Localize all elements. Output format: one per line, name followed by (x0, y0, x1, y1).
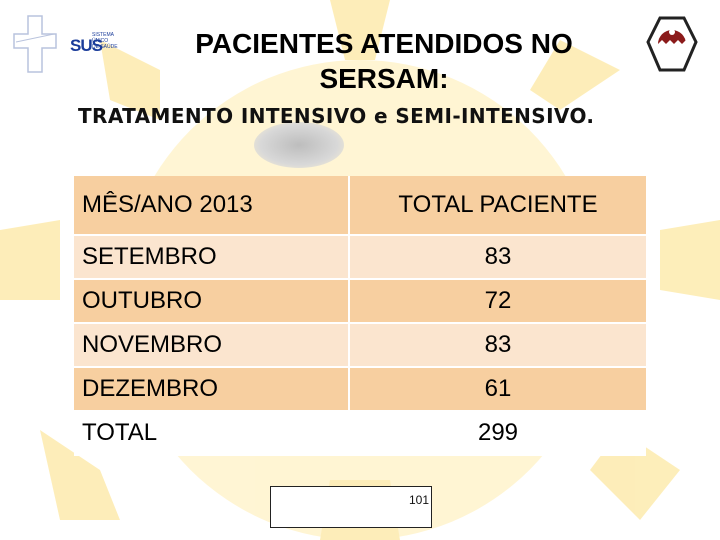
table-header-row: MÊS/ANO 2013 TOTAL PACIENTE (74, 176, 646, 236)
row-total: 72 (349, 279, 646, 324)
row-total: 83 (349, 323, 646, 368)
table-row: OUTUBRO 72 (74, 279, 646, 324)
title-line-1: PACIENTES ATENDIDOS NO (195, 28, 573, 59)
row-month: OUTUBRO (74, 279, 350, 324)
row-total: 61 (349, 367, 646, 412)
title-line-2: SERSAM: (319, 63, 449, 94)
table-row: NOVEMBRO 83 (74, 323, 646, 368)
total-value: 299 (349, 411, 646, 456)
decorative-disc (254, 122, 344, 168)
row-month: DEZEMBRO (74, 367, 350, 412)
sus-logo: SUS SISTEMA ÚNICO DE SAÚDE (12, 14, 122, 76)
emblem-icon (646, 16, 698, 72)
page-number: 101 (408, 493, 429, 507)
cross-icon (13, 15, 57, 73)
header-month: MÊS/ANO 2013 (74, 176, 350, 236)
page-title: PACIENTES ATENDIDOS NO SERSAM: (130, 26, 638, 96)
row-month: NOVEMBRO (74, 323, 350, 368)
total-label: TOTAL (74, 411, 350, 456)
header-total: TOTAL PACIENTE (349, 176, 646, 236)
sus-logo-subtext: SISTEMA ÚNICO DE SAÚDE (92, 32, 118, 50)
sus-logo-text: SUS (70, 36, 103, 55)
row-total: 83 (349, 235, 646, 280)
table-row: DEZEMBRO 61 (74, 367, 646, 412)
table-row: SETEMBRO 83 (74, 235, 646, 280)
page-subtitle: TRATAMENTO INTENSIVO e SEMI-INTENSIVO. (78, 104, 595, 128)
patients-table: MÊS/ANO 2013 TOTAL PACIENTE SETEMBRO 83 … (74, 176, 646, 456)
page-number-box: 101 (270, 486, 432, 528)
table-total-row: TOTAL 299 (74, 411, 646, 456)
row-month: SETEMBRO (74, 235, 350, 280)
